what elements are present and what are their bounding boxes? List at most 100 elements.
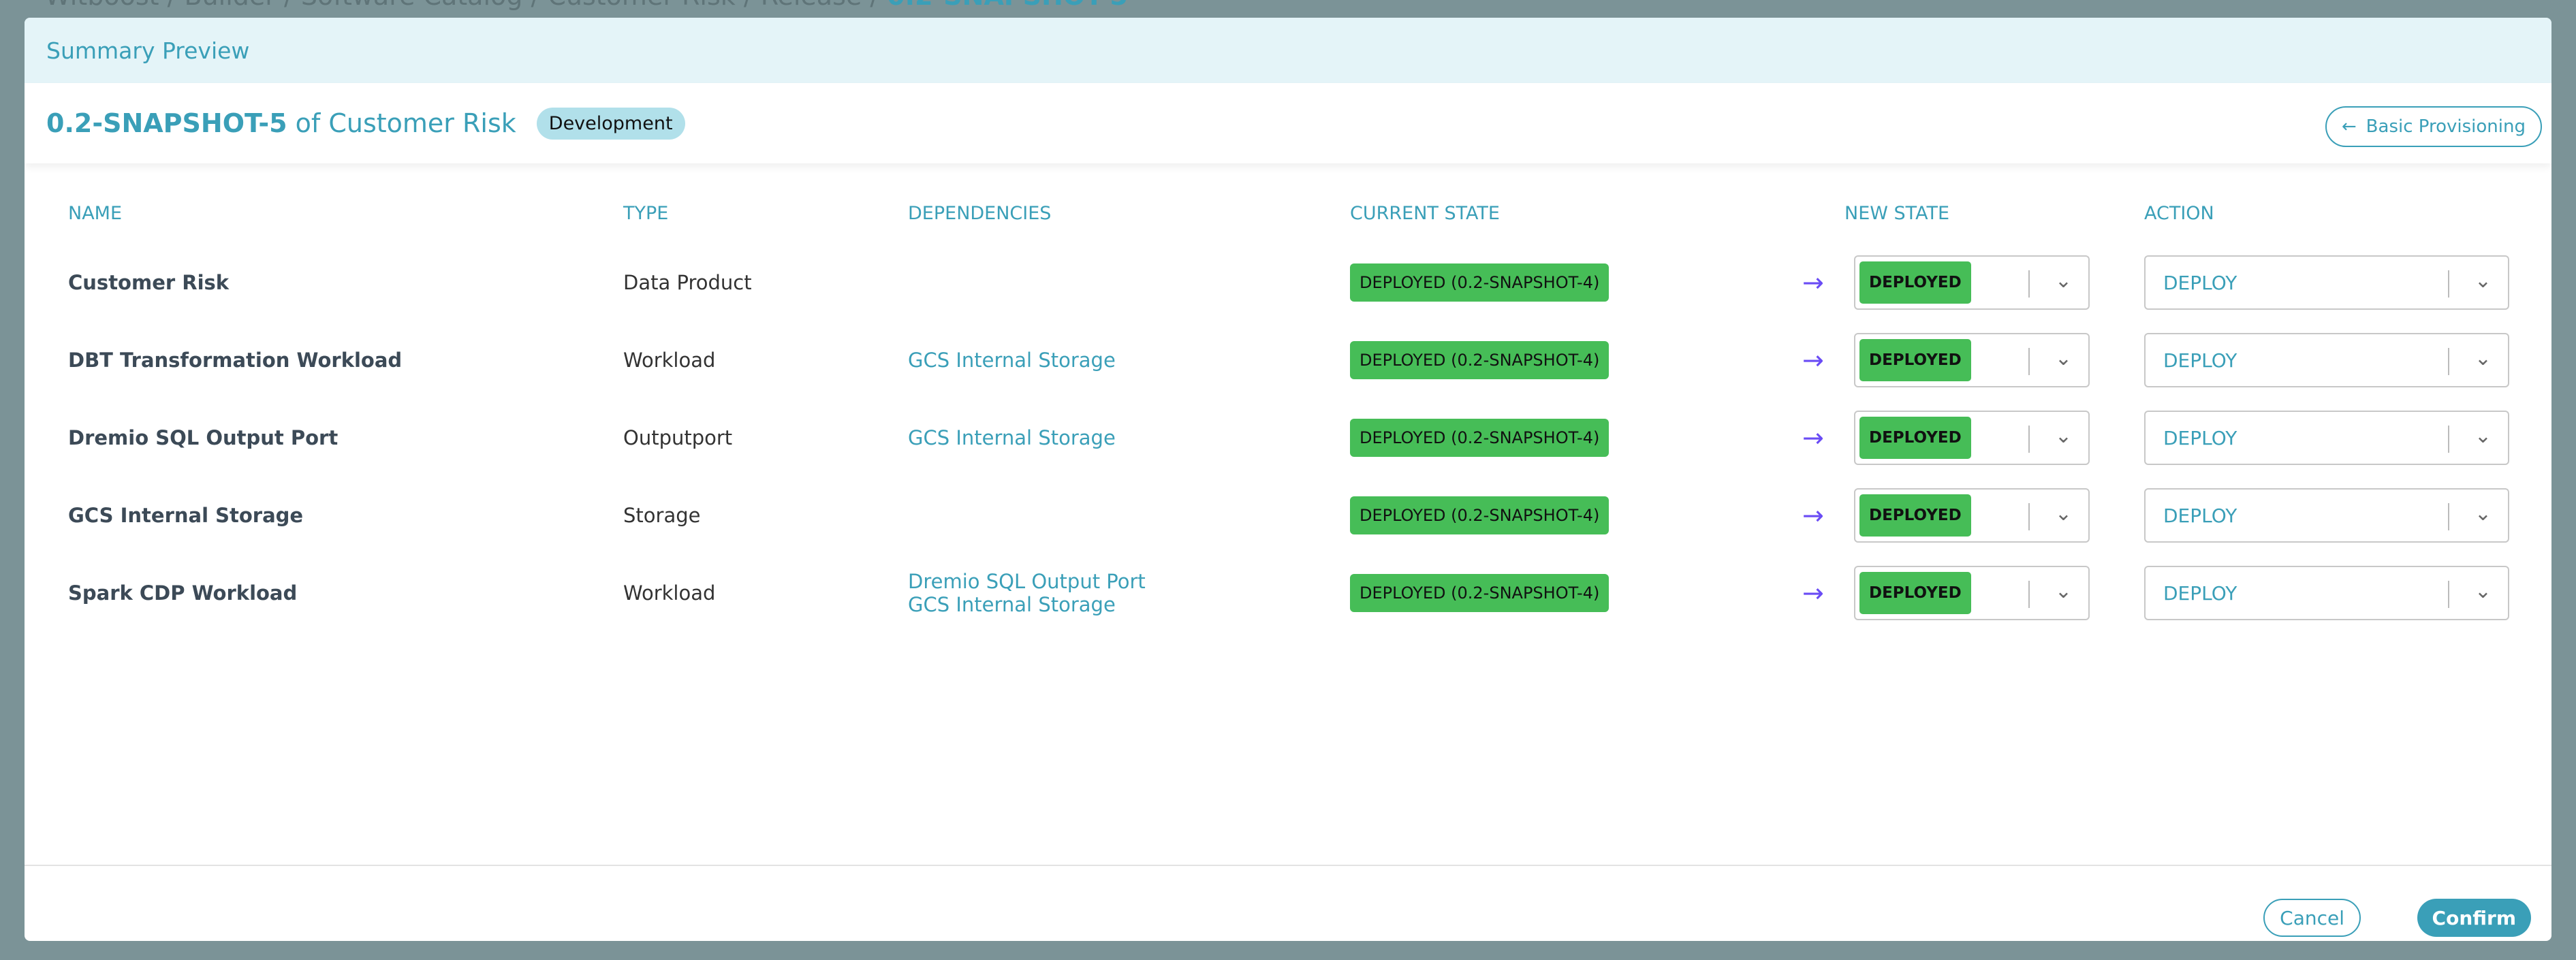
- new-state-badge: DEPLOYED: [1859, 494, 1971, 537]
- action-value: DEPLOY: [2163, 581, 2237, 605]
- component-name: Spark CDP Workload: [68, 581, 298, 605]
- breadcrumb-separator: /: [159, 0, 185, 11]
- current-state-badge: DEPLOYED (0.2-SNAPSHOT-4): [1350, 263, 1609, 302]
- component-name: Customer Risk: [68, 271, 230, 294]
- chevron-down-icon[interactable]: ⌄: [2054, 579, 2072, 603]
- current-state: DEPLOYED (0.2-SNAPSHOT-4): [1350, 255, 1609, 310]
- page-title: 0.2-SNAPSHOT-5 of Customer Risk: [46, 108, 516, 138]
- new-state-select[interactable]: DEPLOYED ⌄: [1854, 488, 2090, 543]
- current-state: DEPLOYED (0.2-SNAPSHOT-4): [1350, 411, 1609, 465]
- new-state-badge: DEPLOYED: [1859, 261, 1971, 304]
- table-row: DBT Transformation Workload Workload GCS…: [25, 333, 2551, 387]
- title-suffix: of Customer Risk: [295, 108, 516, 138]
- select-divider: [2028, 348, 2030, 375]
- breadcrumb-item[interactable]: Witboost: [45, 0, 159, 11]
- component-type: Workload: [623, 581, 716, 605]
- component-type: Workload: [623, 349, 716, 372]
- arrow-right-icon: →: [1802, 500, 1824, 530]
- chevron-down-icon[interactable]: ⌄: [2474, 424, 2492, 448]
- title-row: 0.2-SNAPSHOT-5 of Customer Risk Developm…: [25, 83, 2551, 163]
- chevron-down-icon[interactable]: ⌄: [2054, 502, 2072, 526]
- column-header-action: ACTION: [2144, 203, 2214, 224]
- breadcrumb-separator: /: [736, 0, 761, 11]
- basic-provisioning-button[interactable]: ← Basic Provisioning: [2325, 106, 2542, 147]
- action-select[interactable]: DEPLOY ⌄: [2144, 411, 2509, 465]
- chevron-down-icon[interactable]: ⌄: [2054, 424, 2072, 448]
- arrow-right-icon: →: [1802, 578, 1824, 608]
- dependency-link[interactable]: GCS Internal Storage: [908, 426, 1116, 449]
- new-state-badge: DEPLOYED: [1859, 339, 1971, 381]
- arrow-right-icon: →: [1802, 268, 1824, 298]
- select-divider: [2448, 426, 2449, 453]
- summary-preview-dialog: Summary Preview 0.2-SNAPSHOT-5 of Custom…: [25, 18, 2551, 941]
- action-value: DEPLOY: [2163, 349, 2237, 372]
- dependencies: GCS Internal Storage: [908, 333, 1116, 387]
- select-divider: [2448, 348, 2449, 375]
- table-row: Spark CDP Workload Workload Dremio SQL O…: [25, 566, 2551, 620]
- component-name: Dremio SQL Output Port: [68, 426, 339, 449]
- action-select[interactable]: DEPLOY ⌄: [2144, 255, 2509, 310]
- version-label: 0.2-SNAPSHOT-5: [46, 108, 287, 138]
- chevron-down-icon[interactable]: ⌄: [2474, 579, 2492, 603]
- current-state-badge: DEPLOYED (0.2-SNAPSHOT-4): [1350, 574, 1609, 612]
- dependencies: Dremio SQL Output Port GCS Internal Stora…: [908, 566, 1146, 620]
- arrow-right-icon: →: [1802, 345, 1824, 375]
- environment-badge: Development: [536, 107, 685, 140]
- component-type: Data Product: [623, 271, 752, 294]
- arrow-right-icon: →: [1802, 423, 1824, 453]
- new-state-select[interactable]: DEPLOYED ⌄: [1854, 411, 2090, 465]
- action-select[interactable]: DEPLOY ⌄: [2144, 488, 2509, 543]
- confirm-button[interactable]: Confirm: [2417, 899, 2531, 937]
- action-value: DEPLOY: [2163, 504, 2237, 527]
- chevron-down-icon[interactable]: ⌄: [2054, 269, 2072, 293]
- component-type: Storage: [623, 504, 701, 527]
- current-state-badge: DEPLOYED (0.2-SNAPSHOT-4): [1350, 341, 1609, 379]
- new-state-badge: DEPLOYED: [1859, 572, 1971, 614]
- column-header-dependencies: DEPENDENCIES: [908, 203, 1052, 224]
- column-header-current-state: CURRENT STATE: [1350, 203, 1500, 224]
- current-state: DEPLOYED (0.2-SNAPSHOT-4): [1350, 333, 1609, 387]
- arrow-left-icon: ←: [2341, 116, 2357, 137]
- column-header-name: NAME: [68, 203, 123, 224]
- back-label: Basic Provisioning: [2366, 116, 2526, 137]
- chevron-down-icon[interactable]: ⌄: [2474, 347, 2492, 370]
- table-row: GCS Internal Storage Storage DEPLOYED (0…: [25, 488, 2551, 543]
- breadcrumb: Witboost / Builder / Software Catalog / …: [45, 0, 1128, 11]
- new-state-select[interactable]: DEPLOYED ⌄: [1854, 333, 2090, 387]
- select-divider: [2028, 581, 2030, 608]
- breadcrumb-item[interactable]: Customer Risk: [548, 0, 735, 11]
- breadcrumb-item[interactable]: 0.2-SNAPSHOT-5: [887, 0, 1128, 11]
- select-divider: [2448, 503, 2449, 530]
- select-divider: [2028, 426, 2030, 453]
- new-state-select[interactable]: DEPLOYED ⌄: [1854, 255, 2090, 310]
- table-row: Dremio SQL Output Port Outputport GCS In…: [25, 411, 2551, 465]
- dialog-footer: Cancel Confirm: [25, 865, 2551, 941]
- breadcrumb-separator: /: [522, 0, 548, 11]
- component-name: GCS Internal Storage: [68, 504, 304, 527]
- new-state-badge: DEPLOYED: [1859, 417, 1971, 459]
- column-header-type: TYPE: [623, 203, 669, 224]
- chevron-down-icon[interactable]: ⌄: [2474, 502, 2492, 526]
- chevron-down-icon[interactable]: ⌄: [2054, 347, 2072, 370]
- chevron-down-icon[interactable]: ⌄: [2474, 269, 2492, 293]
- breadcrumb-item[interactable]: Software Catalog: [301, 0, 523, 11]
- action-value: DEPLOY: [2163, 271, 2237, 294]
- table-row: Customer Risk Data Product DEPLOYED (0.2…: [25, 255, 2551, 310]
- breadcrumb-item[interactable]: Release: [761, 0, 862, 11]
- new-state-select[interactable]: DEPLOYED ⌄: [1854, 566, 2090, 620]
- current-state-badge: DEPLOYED (0.2-SNAPSHOT-4): [1350, 419, 1609, 457]
- dependency-link[interactable]: Dremio SQL Output Port: [908, 570, 1146, 593]
- select-divider: [2028, 270, 2030, 298]
- dialog-header: Summary Preview: [25, 18, 2551, 83]
- breadcrumb-item[interactable]: Builder: [184, 0, 275, 11]
- breadcrumb-separator: /: [276, 0, 301, 11]
- component-type: Outputport: [623, 426, 733, 449]
- dependency-link[interactable]: GCS Internal Storage: [908, 349, 1116, 372]
- select-divider: [2448, 270, 2449, 298]
- dependency-link[interactable]: GCS Internal Storage: [908, 593, 1116, 616]
- action-select[interactable]: DEPLOY ⌄: [2144, 566, 2509, 620]
- column-header-new-state: NEW STATE: [1844, 203, 1949, 224]
- action-select[interactable]: DEPLOY ⌄: [2144, 333, 2509, 387]
- current-state-badge: DEPLOYED (0.2-SNAPSHOT-4): [1350, 496, 1609, 534]
- cancel-button[interactable]: Cancel: [2263, 899, 2361, 937]
